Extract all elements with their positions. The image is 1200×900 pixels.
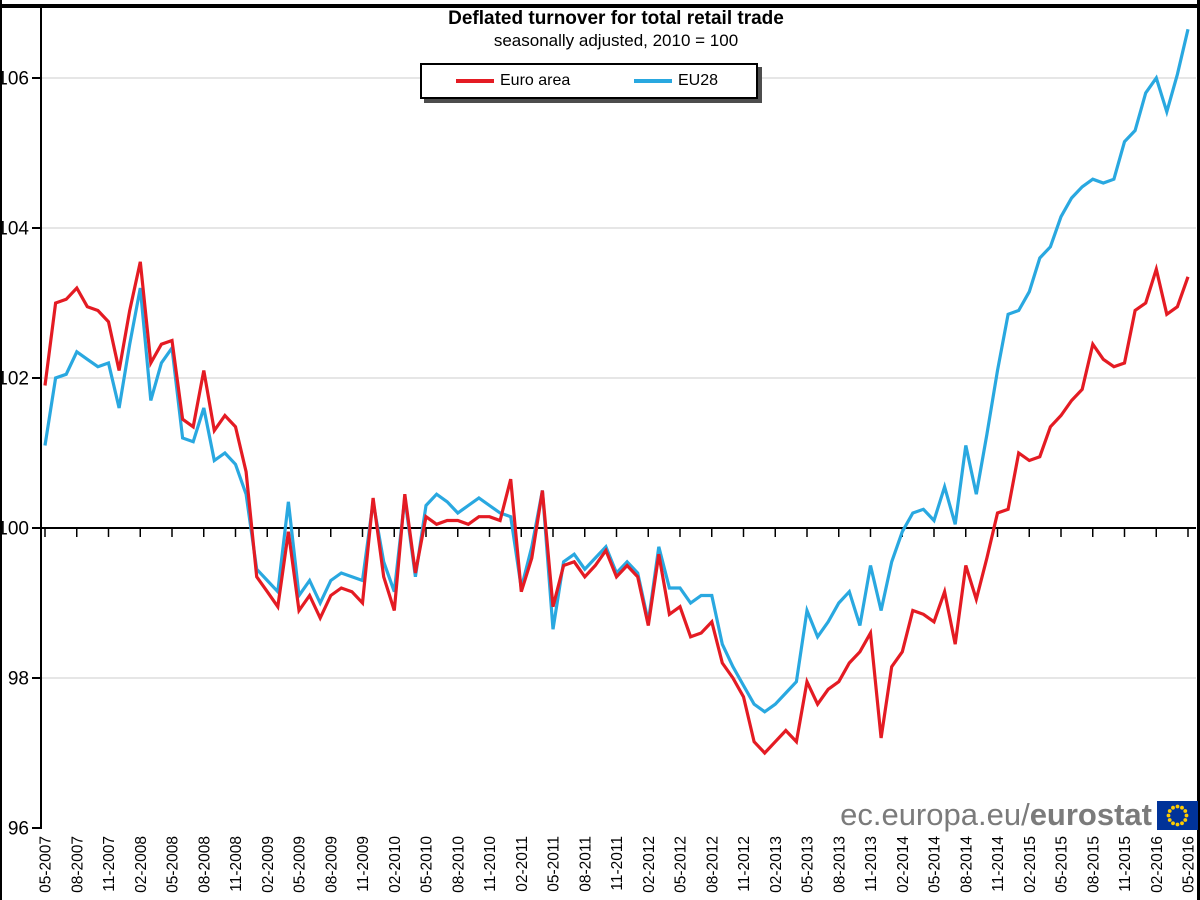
x-axis-tick-label: 08-2010 [450, 836, 467, 893]
x-axis-tick-label: 11-2007 [101, 836, 118, 892]
x-axis-tick-label: 02-2014 [895, 836, 912, 893]
x-axis-tick-label: 11-2008 [228, 836, 245, 892]
eu-flag-star [1184, 813, 1189, 817]
x-axis-tick-label: 08-2008 [196, 836, 213, 893]
x-axis-tick-label: 08-2007 [69, 836, 86, 893]
legend-item-euro-area: Euro area [456, 72, 570, 90]
chart-title: Deflated turnover for total retail trade [448, 8, 784, 29]
y-axis-tick-label: 104 [0, 219, 29, 240]
eu28-line-swatch [633, 79, 672, 83]
x-axis-tick-label: 05-2012 [673, 836, 690, 893]
x-axis-tick-label: 11-2011 [609, 836, 626, 891]
x-axis-tick-label: 08-2014 [958, 836, 975, 893]
eu-flag-icon [1157, 800, 1198, 830]
x-axis-tick-label: 11-2009 [355, 836, 372, 892]
x-axis-tick-label: 05-2016 [1181, 836, 1198, 893]
watermark-url: ec.europa.eu/ [840, 797, 1030, 832]
x-axis-tick-label: 02-2015 [1022, 836, 1039, 893]
x-axis-tick-label: 05-2010 [419, 836, 436, 893]
eu-flag-star [1167, 817, 1172, 822]
eu28-line [43, 28, 1190, 714]
x-axis-tick-label: 11-2015 [1117, 836, 1134, 892]
legend: Euro area EU28 [420, 63, 758, 99]
x-axis-tick-label: 05-2015 [1054, 836, 1071, 893]
eu-flag-star [1166, 813, 1171, 817]
eu-flag-star [1175, 804, 1180, 808]
x-axis-tick-label: 11-2013 [863, 836, 880, 892]
legend-label-euro-area: Euro area [500, 72, 571, 89]
x-axis-tick-label: 08-2012 [704, 836, 721, 893]
x-axis-tick-label: 11-2010 [482, 836, 499, 892]
x-axis-tick-label: 08-2009 [323, 836, 340, 893]
frame-border-right [1197, 0, 1200, 900]
x-axis-tick-label: 05-2013 [800, 836, 817, 893]
x-axis-tick-label: 08-2011 [577, 836, 594, 892]
x-axis-tick-label: 08-2015 [1085, 836, 1102, 893]
x-axis-tick-label: 05-2007 [38, 836, 55, 893]
frame-border-top [0, 4, 1200, 8]
y-axis-tick-label: 100 [0, 519, 29, 540]
x-axis-tick-label: 11-2014 [990, 836, 1007, 892]
watermark-brand: eurostat [1029, 797, 1152, 832]
y-axis-tick-label: 102 [0, 369, 29, 390]
chart-subtitle: seasonally adjusted, 2010 = 100 [493, 31, 739, 50]
x-axis-tick-label: 05-2014 [927, 836, 944, 893]
x-axis-tick-label: 05-2011 [546, 836, 563, 892]
x-axis-tick-label: 02-2008 [133, 836, 150, 893]
y-axis-tick-label: 96 [8, 819, 29, 840]
eu-flag-star [1175, 822, 1180, 826]
y-axis-tick-label: 98 [8, 669, 29, 690]
x-axis-tick-label: 08-2013 [831, 836, 848, 893]
x-axis-tick-label: 11-2012 [736, 836, 753, 892]
eu-flag-star [1180, 805, 1184, 810]
eu-flag-star [1183, 808, 1188, 813]
x-axis-tick-label: 02-2011 [514, 836, 531, 892]
x-axis-tick-label: 05-2008 [165, 836, 182, 893]
eu-flag-star [1167, 808, 1172, 813]
frame-border-left [0, 0, 2, 900]
watermark: ec.europa.eu/eurostat [840, 797, 1198, 833]
eu-flag-star [1180, 820, 1184, 825]
legend-item-eu28: EU28 [633, 72, 718, 90]
y-axis-tick-label: 106 [0, 69, 29, 90]
euro-area-line-swatch [456, 79, 494, 83]
eu-flag-star [1171, 820, 1175, 825]
x-axis-tick-label: 02-2009 [260, 836, 277, 893]
eu-flag-star [1183, 817, 1188, 822]
x-axis-tick-label: 02-2012 [641, 836, 658, 893]
legend-label-eu28: EU28 [677, 72, 718, 89]
x-axis-tick-label: 02-2010 [387, 836, 404, 893]
euro-area-line [43, 261, 1190, 756]
x-axis-tick-label: 05-2009 [292, 836, 309, 893]
x-axis-tick-label: 02-2016 [1149, 836, 1166, 893]
x-axis-tick-label: 02-2013 [768, 836, 785, 893]
eu-flag-star [1171, 805, 1175, 810]
